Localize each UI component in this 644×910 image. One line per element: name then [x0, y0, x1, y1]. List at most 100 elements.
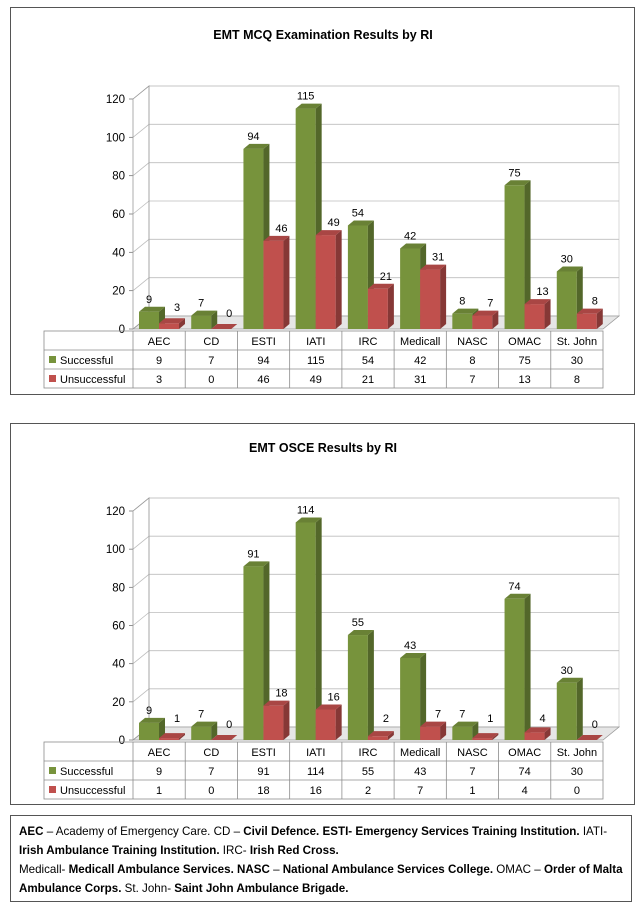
bar-front: [191, 315, 212, 329]
bar-top: [139, 306, 165, 312]
data-table-cell: 30: [571, 355, 583, 367]
data-label-successful: 7: [198, 298, 204, 310]
bar-unsuccessful-iati: [315, 230, 342, 329]
bar-successful-omac: [504, 593, 531, 740]
x-category-label: St. John: [557, 747, 597, 759]
data-label-unsuccessful: 31: [432, 252, 444, 264]
bar-side: [492, 733, 499, 740]
bar-front: [400, 248, 421, 329]
bar-successful-aec: [139, 306, 165, 329]
footnote-text: Irish Red Cross.: [249, 844, 339, 857]
footnote-line: AEC – Academy of Emergency Care. CD – Ci…: [19, 822, 623, 841]
bar-top: [243, 143, 270, 149]
bar-front: [347, 225, 368, 329]
data-table-cell: 8: [469, 355, 475, 367]
bar-top: [367, 731, 394, 737]
bar-front: [367, 736, 388, 740]
footnote-text: –: [269, 863, 283, 876]
data-table-cell: 7: [469, 374, 475, 386]
bar-unsuccessful-iati: [315, 704, 342, 740]
bar-top: [367, 283, 394, 289]
bar-front: [139, 311, 159, 329]
bar-side: [544, 299, 551, 329]
bar-front: [556, 682, 577, 740]
data-table-cell: 114: [307, 766, 325, 778]
data-label-unsuccessful: 0: [226, 719, 232, 731]
data-label-unsuccessful: 4: [539, 713, 545, 725]
bar-top: [191, 310, 218, 316]
bar-top: [263, 235, 290, 241]
y-tick-label: 80: [112, 171, 125, 183]
footnote-line: Medicall- Medicall Ambulance Services. N…: [19, 860, 623, 879]
bar-front: [159, 738, 179, 740]
data-table-cell: 18: [257, 785, 269, 797]
bar-unsuccessful-irc: [367, 283, 394, 329]
footnote-text: Medicall Ambulance Services.: [68, 863, 234, 876]
data-label-successful: 55: [352, 617, 364, 629]
footnote-text: IRC-: [219, 844, 250, 857]
footnote-text: – Academy of Emergency Care. CD –: [43, 825, 244, 838]
data-table-border: [43, 741, 604, 800]
data-label-unsuccessful: 13: [536, 286, 548, 298]
bar-front: [576, 313, 597, 329]
data-table-cell: 7: [469, 766, 475, 778]
bar-front: [472, 315, 493, 329]
bar-top: [524, 299, 551, 305]
bar-side: [440, 721, 447, 740]
data-table-cell: 91: [257, 766, 269, 778]
x-category-label: IRC: [359, 336, 378, 348]
data-label-unsuccessful: 46: [275, 223, 287, 235]
data-table-cell: 0: [208, 785, 214, 797]
legend-label-unsuccessful: Unsuccessful: [60, 374, 125, 386]
osce-chart-panel: EMT OSCE Results by RI 0 20 40 60 80 100 120 9 1 7…: [10, 423, 635, 805]
bar-front: [315, 235, 336, 329]
bar-front: [295, 522, 316, 740]
bar-unsuccessful-aec: [159, 318, 185, 329]
footnote-text: OMAC –: [493, 863, 544, 876]
bar-side: [335, 230, 342, 329]
bar-front: [243, 148, 264, 329]
y-tick-label: 100: [106, 544, 125, 556]
bar-top: [159, 733, 185, 739]
x-category-label: CD: [203, 336, 219, 348]
data-table-cell: 43: [414, 766, 426, 778]
bar-unsuccessful-nasc: [472, 310, 499, 329]
bar-front: [295, 108, 316, 329]
x-category-label: OMAC: [508, 336, 541, 348]
bar-unsuccessful-cd: [211, 735, 238, 740]
bar-top: [347, 630, 374, 636]
legend-swatch-successful: [49, 356, 56, 363]
y-tick-label: 0: [119, 324, 125, 336]
footnote-text: Ambulance Corps.: [19, 882, 122, 895]
bar-successful-nasc: [452, 721, 479, 740]
bar-front: [139, 722, 159, 740]
bar-unsuccessful-aec: [159, 733, 185, 740]
data-label-successful: 9: [146, 705, 152, 717]
data-table-cell: 21: [362, 374, 374, 386]
bar-front: [556, 271, 577, 329]
data-label-unsuccessful: 21: [380, 271, 392, 283]
bar-side: [211, 721, 218, 740]
bar-top: [315, 230, 342, 236]
data-table-cell: 7: [208, 355, 214, 367]
footnote-text: Saint John Ambulance Brigade.: [174, 882, 349, 895]
bar-top: [159, 318, 185, 324]
data-table-cell: 46: [257, 374, 269, 386]
x-category-label: IATI: [306, 336, 325, 348]
bar-front: [243, 566, 264, 740]
bar-side: [211, 310, 218, 329]
bar-side: [367, 630, 374, 740]
bar-side: [492, 310, 499, 329]
bar-front: [159, 323, 179, 329]
x-category-label: AEC: [148, 747, 171, 759]
x-category-label: IRC: [359, 747, 378, 759]
bar-front: [420, 726, 441, 740]
data-table-cell: 8: [574, 374, 580, 386]
data-label-unsuccessful: 3: [174, 302, 180, 314]
y-tick-label: 20: [112, 697, 125, 709]
x-category-label: ESTI: [251, 336, 275, 348]
bar-successful-cd: [191, 721, 218, 740]
bar-unsuccessful-nasc: [472, 733, 499, 740]
bar-front: [367, 288, 388, 329]
data-label-successful: 75: [508, 167, 520, 179]
